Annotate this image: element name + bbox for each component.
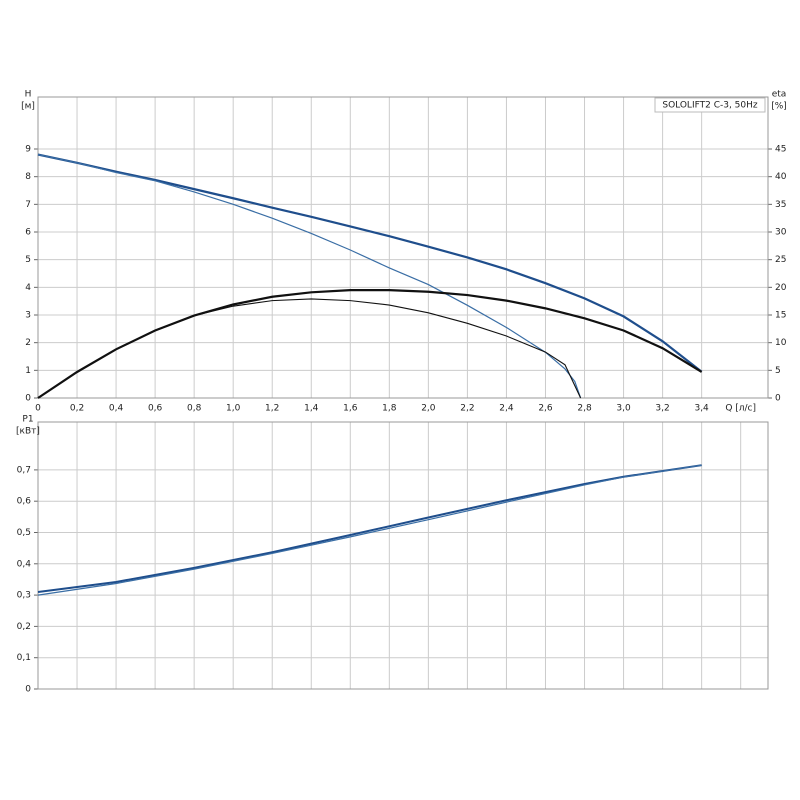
- x-tick-label: 1,4: [304, 404, 319, 414]
- y-tick-label: 1: [25, 366, 31, 376]
- curve: [37, 464, 702, 596]
- x-tick-label: 3,4: [694, 404, 709, 414]
- x-tick-label: 0,4: [109, 404, 124, 414]
- y-axis-unit: [кВт]: [16, 427, 40, 437]
- legend-box: [654, 97, 766, 113]
- y2-tick-label: 0: [775, 394, 781, 404]
- y2-tick-label: 35: [775, 200, 786, 210]
- x-tick-label: 3,2: [655, 404, 669, 414]
- y-tick-label: 0: [25, 394, 31, 404]
- x-tick-label: 1,2: [265, 404, 279, 414]
- y-tick-label: 6: [25, 228, 31, 238]
- y2-tick-label: 25: [775, 255, 786, 265]
- y-tick-label: 0: [25, 685, 31, 695]
- y2-tick-label: 15: [775, 311, 786, 321]
- plot-frame: [37, 96, 769, 399]
- curve: [37, 153, 582, 399]
- y-tick-label: 0,6: [17, 497, 32, 507]
- y2-axis-label: eta: [772, 90, 787, 100]
- x-tick-label: 0,2: [70, 404, 84, 414]
- x-axis-label: Q [л/с]: [725, 404, 756, 414]
- y-tick-label: 7: [25, 200, 31, 210]
- plot-frame: [37, 421, 769, 690]
- curve: [37, 298, 582, 399]
- y-axis-label: H: [25, 90, 32, 100]
- x-tick-label: 1,0: [226, 404, 241, 414]
- y-tick-label: 0,7: [17, 465, 31, 475]
- y2-tick-label: 30: [775, 228, 787, 238]
- x-tick-label: 2,0: [421, 404, 436, 414]
- y-axis-unit: [м]: [21, 102, 35, 112]
- y-tick-label: 2: [25, 338, 31, 348]
- x-tick-label: 0,8: [187, 404, 202, 414]
- x-tick-label: 1,8: [382, 404, 397, 414]
- x-tick-label: 2,8: [577, 404, 592, 414]
- x-tick-label: 0: [35, 404, 41, 414]
- x-tick-label: 3,0: [616, 404, 631, 414]
- y-tick-label: 8: [25, 172, 31, 182]
- x-tick-label: 1,6: [343, 404, 358, 414]
- y2-tick-label: 45: [775, 145, 786, 155]
- curve: [37, 153, 703, 373]
- y2-tick-label: 10: [775, 338, 787, 348]
- y-tick-label: 0,1: [17, 653, 31, 663]
- y-axis-label: P1: [22, 415, 33, 425]
- y2-tick-label: 5: [775, 366, 781, 376]
- legend: SOLOLIFT2 C-3, 50Hz: [654, 97, 766, 113]
- legend-title: SOLOLIFT2 C-3, 50Hz: [662, 101, 758, 111]
- y-tick-label: 5: [25, 255, 31, 265]
- x-tick-label: 0,6: [148, 404, 163, 414]
- y2-tick-label: 40: [775, 172, 787, 182]
- y-tick-label: 0,3: [17, 591, 31, 601]
- y-tick-label: 9: [25, 145, 31, 155]
- y-tick-label: 3: [25, 311, 31, 321]
- x-tick-label: 2,4: [499, 404, 514, 414]
- curve: [37, 464, 702, 593]
- y-tick-label: 0,4: [17, 559, 32, 569]
- y2-axis-unit: [%]: [771, 102, 787, 112]
- x-tick-label: 2,6: [538, 404, 553, 414]
- y-tick-label: 0,2: [17, 622, 31, 632]
- y-tick-label: 4: [25, 283, 31, 293]
- y2-tick-label: 20: [775, 283, 787, 293]
- x-tick-label: 2,2: [460, 404, 474, 414]
- y-tick-label: 0,5: [17, 528, 31, 538]
